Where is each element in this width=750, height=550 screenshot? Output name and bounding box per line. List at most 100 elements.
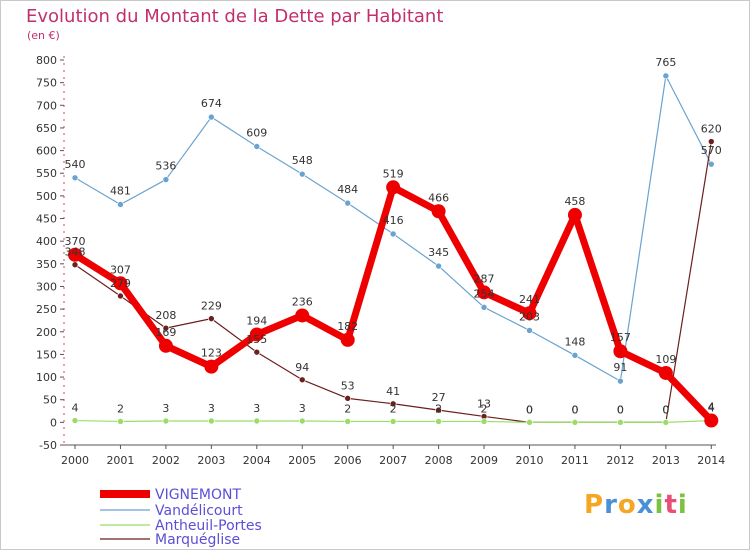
data-label: 194 bbox=[246, 314, 267, 327]
data-point bbox=[707, 160, 715, 168]
legend-label: Vandélicourt bbox=[155, 503, 243, 519]
data-point bbox=[344, 395, 352, 402]
data-point bbox=[435, 406, 442, 414]
data-point bbox=[613, 344, 628, 359]
data-point bbox=[526, 327, 533, 334]
x-tick-label: 2007 bbox=[379, 454, 407, 467]
data-point bbox=[117, 418, 124, 425]
data-label: 0 bbox=[662, 403, 669, 416]
data-label: 0 bbox=[617, 403, 624, 416]
data-label: 148 bbox=[564, 335, 585, 348]
data-point bbox=[298, 376, 306, 384]
data-point bbox=[707, 138, 715, 145]
data-point bbox=[431, 204, 446, 219]
logo-letter: o bbox=[617, 490, 637, 520]
x-tick-label: 2002 bbox=[152, 454, 180, 467]
data-point bbox=[295, 308, 310, 323]
data-point bbox=[617, 419, 624, 426]
data-point bbox=[71, 261, 79, 269]
chart-title: Evolution du Montant de la Dette par Hab… bbox=[26, 6, 443, 27]
logo-letter: P bbox=[584, 490, 605, 520]
y-tick-label: 250 bbox=[36, 303, 57, 316]
data-label: 536 bbox=[155, 160, 176, 173]
legend-item: VIGNEMONT bbox=[100, 487, 241, 503]
data-label: 41 bbox=[386, 385, 400, 398]
data-point bbox=[386, 180, 401, 195]
data-point bbox=[389, 230, 397, 238]
data-label: 2 bbox=[117, 402, 124, 415]
data-label: 279 bbox=[110, 277, 131, 290]
x-tick-label: 2004 bbox=[243, 454, 271, 467]
y-tick-label: 500 bbox=[36, 190, 57, 203]
data-label: 94 bbox=[295, 361, 309, 374]
y-tick-label: 350 bbox=[36, 258, 57, 271]
data-point bbox=[113, 276, 128, 291]
data-label: 345 bbox=[428, 246, 449, 259]
data-label: 236 bbox=[292, 295, 313, 308]
data-label: 2 bbox=[481, 402, 488, 415]
proxiti-logo: Proxiti bbox=[584, 490, 688, 520]
series-vignemont bbox=[68, 180, 719, 428]
x-tick-label: 2001 bbox=[106, 454, 134, 467]
data-labels: 540 481 536 674 609 548 484 416 345 254 203 148 91 76… bbox=[65, 56, 722, 374]
data-point bbox=[571, 352, 579, 359]
data-label: 2 bbox=[435, 402, 442, 415]
data-label: 0 bbox=[571, 403, 578, 416]
data-label: 0 bbox=[571, 403, 578, 416]
data-label: 548 bbox=[292, 154, 313, 167]
data-point bbox=[298, 170, 306, 178]
data-point bbox=[435, 418, 442, 425]
data-label: 254 bbox=[474, 287, 495, 300]
y-tick-label: 100 bbox=[36, 371, 57, 384]
data-label: 0 bbox=[617, 403, 624, 416]
data-point bbox=[162, 417, 170, 425]
logo-letter: x bbox=[636, 490, 655, 520]
data-point bbox=[526, 419, 533, 426]
data-label: 348 bbox=[65, 246, 86, 259]
data-label: 307 bbox=[110, 263, 131, 276]
data-point bbox=[253, 143, 261, 150]
y-tick-label: 200 bbox=[36, 326, 57, 339]
y-tick-label: 650 bbox=[36, 122, 57, 135]
data-point bbox=[208, 315, 215, 322]
x-tick-label: 2005 bbox=[288, 454, 316, 467]
data-point bbox=[253, 348, 261, 356]
data-label: 3 bbox=[253, 402, 260, 415]
data-label: 0 bbox=[526, 403, 533, 416]
data-label: 2 bbox=[390, 402, 397, 415]
legend-label: Marquéglise bbox=[155, 532, 240, 548]
y-tick-label: 0 bbox=[50, 416, 57, 429]
axes: -500501001502002503003504004505005506006… bbox=[36, 54, 725, 467]
legend: VIGNEMONTVandélicourtAntheuil-PortesMarq… bbox=[100, 487, 262, 548]
data-point bbox=[658, 365, 673, 380]
data-label: 155 bbox=[246, 333, 267, 346]
logo-letter: r bbox=[604, 490, 618, 520]
x-tick-label: 2006 bbox=[334, 454, 362, 467]
data-point bbox=[71, 417, 79, 424]
data-label: 481 bbox=[110, 184, 131, 197]
y-tick-label: 550 bbox=[36, 167, 57, 180]
data-point bbox=[208, 113, 215, 121]
x-tick-label: 2014 bbox=[697, 454, 725, 467]
data-label: 370 bbox=[65, 235, 86, 248]
data-label: 540 bbox=[65, 158, 86, 171]
x-tick-label: 2003 bbox=[197, 454, 225, 467]
unit-label: (en €) bbox=[27, 29, 60, 42]
legend-label: VIGNEMONT bbox=[155, 487, 241, 503]
legend-item: Marquéglise bbox=[100, 532, 240, 548]
x-tick-label: 2008 bbox=[425, 454, 453, 467]
data-point bbox=[571, 419, 579, 426]
x-tick-label: 2010 bbox=[516, 454, 544, 467]
data-point bbox=[344, 199, 352, 207]
data-label: 0 bbox=[662, 403, 669, 416]
data-point bbox=[480, 304, 488, 311]
data-label: 765 bbox=[655, 56, 676, 69]
y-tick-label: 750 bbox=[36, 77, 57, 90]
data-label: 53 bbox=[341, 379, 355, 392]
y-tick-label: 150 bbox=[36, 348, 57, 361]
data-label: 182 bbox=[337, 320, 358, 333]
data-label: 123 bbox=[201, 347, 222, 360]
y-tick-label: 450 bbox=[36, 213, 57, 226]
data-label: 416 bbox=[383, 214, 404, 227]
